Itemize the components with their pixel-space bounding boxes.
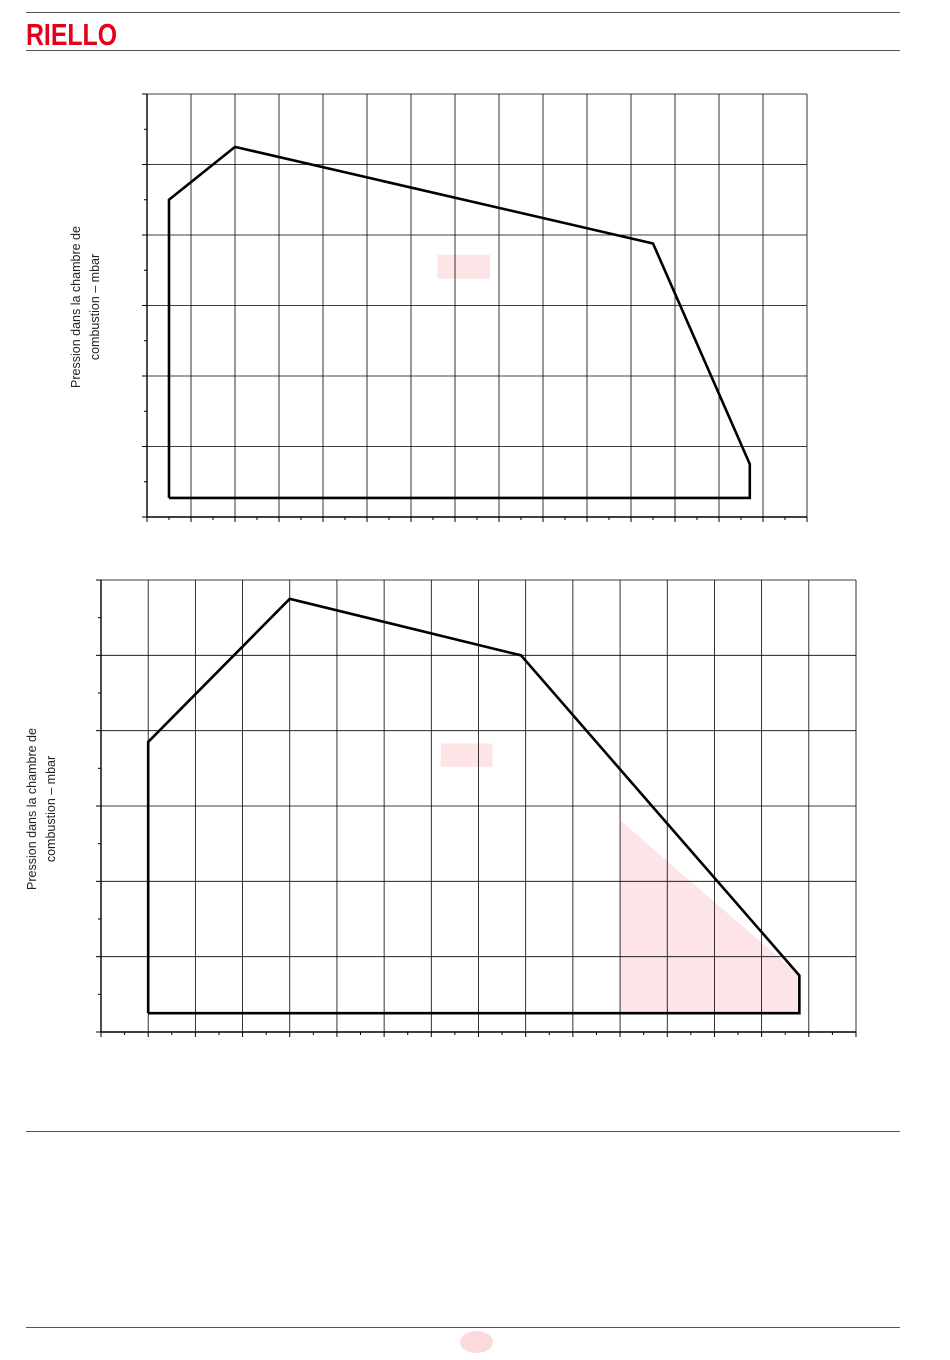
svg-text:RIELLO: RIELLO: [26, 17, 117, 50]
chart-1-plot: [142, 93, 808, 522]
footer-rule: [26, 1327, 900, 1328]
chart-1-highlight-box-0: [437, 254, 491, 279]
header-rule-top: [26, 12, 900, 13]
chart-2-operating-curve-0: [146, 597, 801, 1015]
page-number-badge: [460, 1331, 493, 1353]
chart-2-highlight-box-0: [440, 743, 493, 767]
header-rule-bottom: [26, 50, 900, 51]
section-rule: [26, 1131, 900, 1132]
chart-1-operating-curve-0: [167, 145, 752, 500]
chart-2-highlight-region: [620, 820, 800, 1014]
riello-logo: RIELLO: [26, 17, 117, 50]
chart-2-plot: [96, 579, 857, 1037]
